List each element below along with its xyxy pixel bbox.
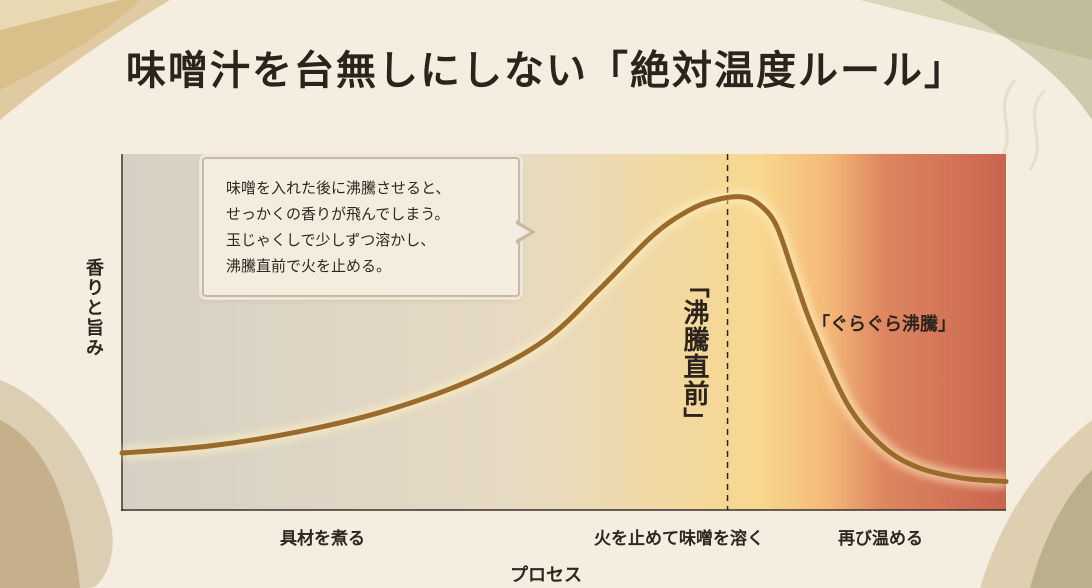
callout-box: 味噌を入れた後に沸騰させると、 せっかくの香りが飛んでしまう。 玉じゃくしで少し…: [202, 157, 520, 297]
y-axis-label: 香りと旨み: [83, 258, 104, 358]
callout-line: 沸騰直前で火を止める。: [226, 257, 392, 275]
callout-line: 味噌を入れた後に沸騰させると、: [226, 179, 451, 197]
x-tick-label: 具材を煮る: [280, 529, 365, 549]
annotation-rolling-boil: 「ぐらぐら沸騰」: [812, 314, 956, 335]
callout-line: 玉じゃくしで少しずつ溶かし、: [226, 231, 436, 249]
x-tick-label: 火を止めて味噌を溶く: [594, 529, 764, 549]
x-tick-label: 再び温める: [838, 529, 923, 549]
aroma-curve-line: [119, 194, 1009, 484]
marker-label-near-boiling: 「沸騰直前」: [679, 272, 709, 434]
x-axis-label: プロセス: [510, 565, 582, 586]
callout-pointer-fill: [514, 223, 530, 241]
callout-line: せっかくの香りが飛んでしまう。: [226, 205, 450, 223]
page-title: 味噌汁を台無しにしない「絶対温度ルール」: [126, 47, 966, 94]
